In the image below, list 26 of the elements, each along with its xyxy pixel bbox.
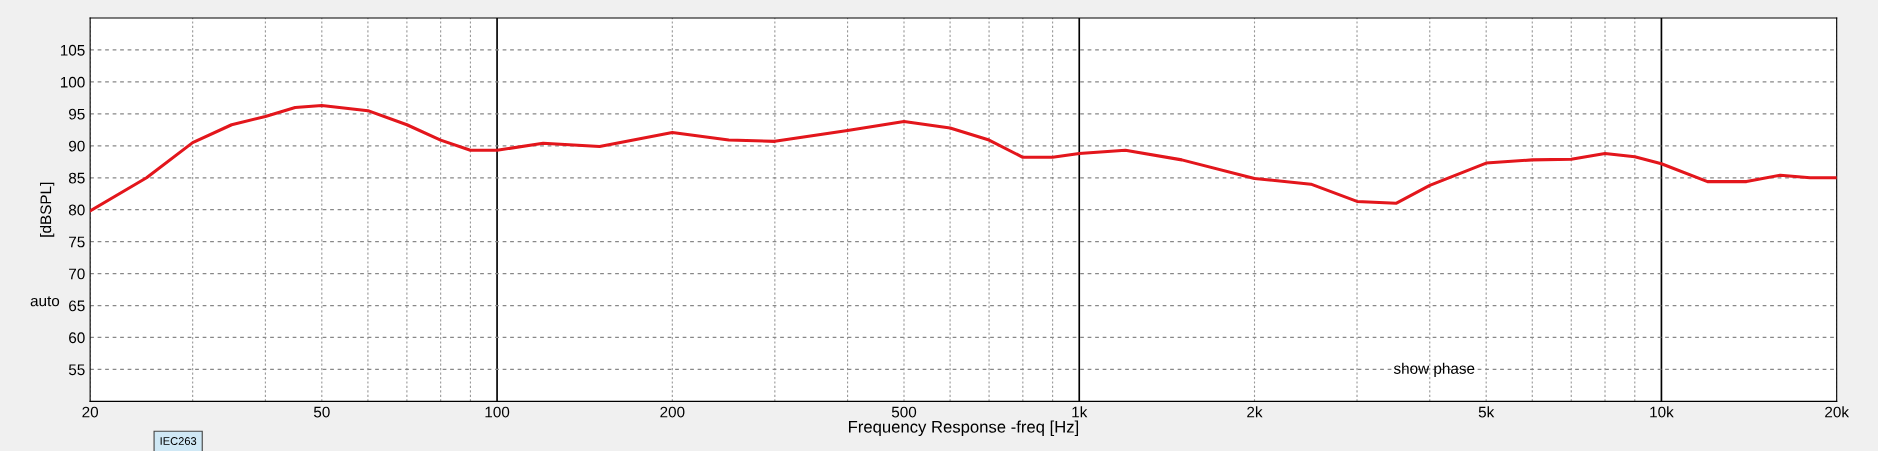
y-tick-label: 70: [69, 268, 85, 280]
y-tick-label: 95: [69, 108, 85, 120]
y-tick-label: 85: [68, 172, 85, 184]
x-tick-label: 2k: [1247, 406, 1263, 418]
x-tick-label: 50: [313, 406, 330, 418]
y-tick-label: 60: [69, 332, 85, 344]
y-tick-label: 90: [69, 140, 85, 152]
x-axis-title: Frequency Response -freq [Hz]: [849, 420, 1079, 437]
x-tick-label: 500: [891, 406, 917, 418]
x-tick-label: 5k: [1478, 406, 1495, 418]
x-tick-label: 10k: [1650, 406, 1674, 418]
y-tick-label: 80: [68, 204, 85, 216]
y-tick-label: 105: [60, 44, 85, 56]
y-axis-title: [dBSPL]: [40, 182, 55, 237]
y-tick-label: 75: [69, 236, 85, 248]
x-tick-label: 20: [82, 406, 99, 418]
annotation: show phase: [1393, 362, 1475, 377]
x-tick-label: 100: [485, 406, 510, 418]
text: auto: [30, 296, 60, 307]
y-tick-label: 65: [69, 300, 85, 312]
text: IEC263: [160, 437, 197, 445]
x-tick-label: 1k: [1072, 406, 1088, 418]
y-tick-label: 100: [60, 76, 85, 88]
x-tick-label: 20k: [1825, 406, 1850, 418]
y-tick-label: 55: [68, 364, 85, 376]
x-tick-label: 200: [660, 406, 685, 418]
